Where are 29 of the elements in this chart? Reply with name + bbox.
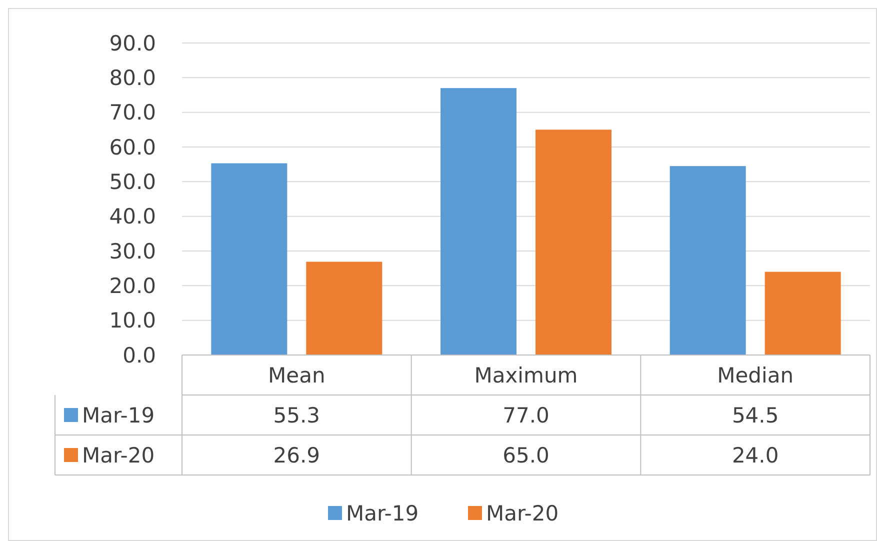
data-label: 77.0	[502, 403, 550, 428]
data-label: 26.9	[273, 443, 320, 468]
y-tick-label: 0.0	[122, 343, 156, 368]
y-tick-label: 40.0	[109, 204, 156, 229]
y-tick-label: 50.0	[109, 170, 156, 194]
legend-label: Mar-19	[82, 403, 155, 428]
bar	[536, 130, 612, 355]
data-label: 24.0	[732, 443, 779, 468]
y-tick-label: 30.0	[109, 239, 156, 264]
bar	[670, 166, 746, 355]
text: Mar-19	[346, 501, 419, 526]
legend-label: Mar-20	[486, 501, 559, 526]
text: Mar-20	[82, 443, 155, 468]
y-tick-label: 90.0	[109, 31, 156, 56]
x-tick-label: Maximum	[474, 363, 578, 388]
data-label: 55.3	[273, 403, 320, 428]
data-label: 65.0	[502, 443, 550, 468]
data-label: 54.5	[732, 403, 779, 428]
y-tick-label: 20.0	[109, 274, 156, 298]
bar	[764, 272, 841, 355]
y-tick-label: 80.0	[109, 66, 156, 90]
x-tick-label: Mean	[268, 363, 326, 388]
y-tick-label: 10.0	[109, 308, 156, 333]
bar	[440, 88, 516, 355]
x-tick-label: Median	[717, 363, 794, 388]
bar	[211, 163, 288, 355]
y-tick-label: 70.0	[109, 100, 156, 125]
bar	[306, 262, 382, 355]
y-tick-label: 60.0	[109, 135, 156, 160]
